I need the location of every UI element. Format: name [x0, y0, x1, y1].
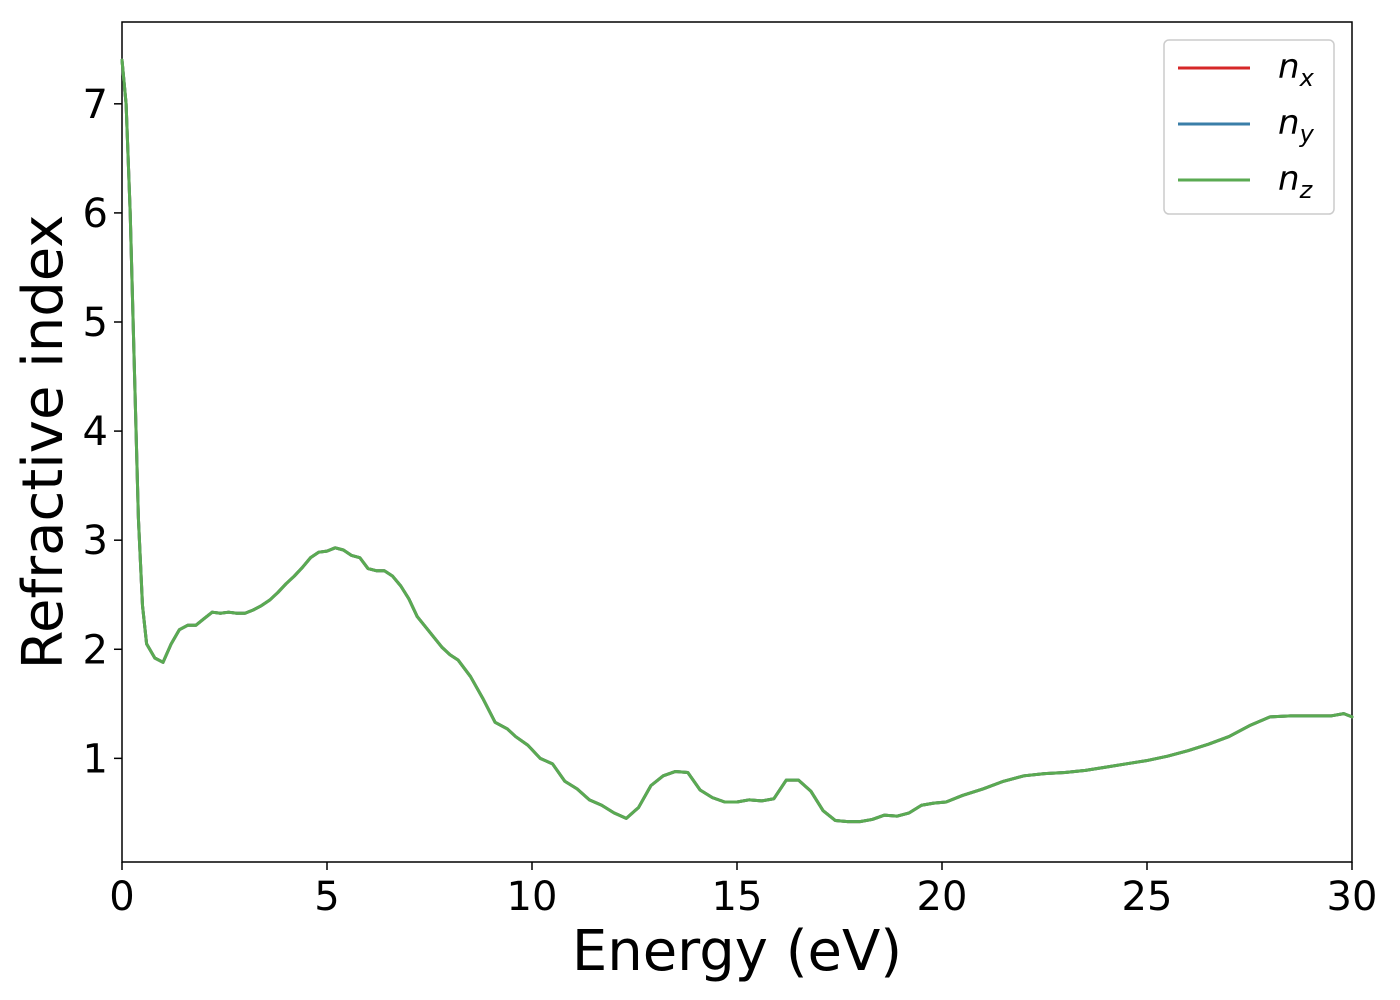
x-tick-label: 15: [712, 874, 763, 920]
x-tick-label: 25: [1122, 874, 1173, 920]
y-tick-label: 2: [83, 627, 108, 673]
legend: nx ny nz: [1163, 39, 1335, 215]
x-tick-label: 0: [109, 874, 134, 920]
legend-box: [1163, 39, 1335, 215]
x-tick-label: 30: [1327, 874, 1378, 920]
x-tick-label: 20: [917, 874, 968, 920]
y-tick-label: 1: [83, 736, 108, 782]
plot-frame: [121, 21, 1353, 863]
y-tick-label: 4: [83, 409, 108, 455]
x-axis-title: Energy (eV): [572, 919, 902, 984]
legend-label-y: ny: [1278, 103, 1315, 148]
legend-label-z: nz: [1278, 159, 1314, 204]
legend-label-x: nx: [1278, 47, 1315, 92]
y-tick-label: 3: [83, 518, 108, 564]
x-tick-label: 5: [314, 874, 339, 920]
y-tick-label: 6: [83, 191, 108, 237]
y-tick-label: 5: [83, 300, 108, 346]
y-axis-title: Refractive index: [11, 215, 76, 670]
plot-area: [120, 21, 1354, 863]
y-tick-label: 7: [83, 82, 108, 128]
x-axis-ticks: 0 5 10 15 20 25 30: [109, 862, 1377, 920]
x-tick-label: 10: [507, 874, 558, 920]
series-line-n-z: [120, 58, 1354, 824]
series-layer: [120, 58, 1354, 824]
y-axis-ticks: 1 2 3 4 5 6 7: [83, 82, 122, 782]
